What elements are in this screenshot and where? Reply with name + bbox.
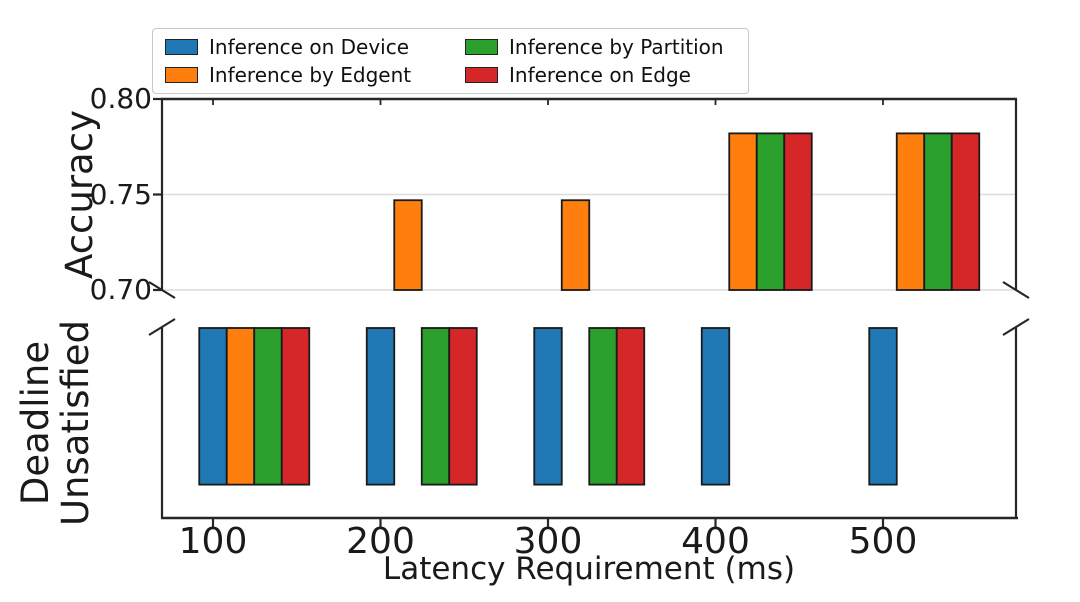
bar-accuracy-inference-by-edgent-500 [895, 132, 926, 291]
bar-deadline-inference-by-partition-300 [588, 327, 618, 486]
spines [160, 97, 1018, 520]
bar-accuracy-inference-by-edgent-300 [560, 199, 591, 291]
deadline-bars [198, 327, 898, 486]
bar-deadline-inference-by-edgent-100 [225, 327, 256, 486]
deadline-axis-label-line1: Deadline [14, 340, 58, 505]
legend-label: Inference by Partition [509, 35, 724, 59]
bar-deadline-inference-on-edge-200 [448, 327, 478, 486]
x-axis-label: Latency Requirement (ms) [382, 551, 796, 587]
x-tick-label: 300 [513, 521, 583, 562]
axis-break-marker [148, 318, 176, 336]
accuracy-tick-label: 0.70 [89, 273, 152, 306]
legend-swatch [465, 67, 498, 83]
bar-accuracy-inference-by-partition-500 [923, 132, 953, 291]
bar-deadline-inference-on-device-400 [700, 327, 731, 486]
legend-label: Inference on Device [209, 35, 410, 59]
bar-deadline-inference-on-edge-300 [615, 327, 646, 486]
x-tick-label: 400 [681, 521, 750, 562]
bar-deadline-inference-on-device-500 [868, 327, 898, 486]
x-tick-label: 500 [848, 521, 918, 562]
bar-accuracy-inference-by-partition-400 [755, 132, 786, 291]
legend-item: Inference on Edge [465, 63, 748, 87]
tick-marks [153, 97, 885, 527]
accuracy-tick-label: 0.75 [89, 177, 152, 211]
legend-item: Inference by Edgent [165, 63, 465, 87]
bar-accuracy-inference-by-edgent-400 [728, 132, 758, 291]
axis-break-marker [1002, 318, 1030, 336]
axis-break-marker [1002, 281, 1030, 299]
bar-deadline-inference-on-edge-100 [280, 327, 311, 486]
x-tick-label: 200 [346, 521, 415, 562]
legend-label: Inference by Edgent [209, 63, 412, 87]
bar-accuracy-inference-on-edge-500 [950, 132, 981, 291]
deadline-axis-label-text: Deadline Unsatisfied [14, 319, 98, 526]
legend-label: Inference on Edge [509, 63, 691, 87]
bar-deadline-inference-on-device-100 [198, 327, 228, 486]
legend-swatch [465, 39, 498, 55]
bar-deadline-inference-on-device-300 [533, 327, 563, 486]
bar-deadline-inference-on-device-200 [365, 327, 396, 486]
bar-accuracy-inference-on-edge-400 [783, 132, 813, 291]
deadline-axis-label: Deadline Unsatisfied [6, 319, 106, 525]
accuracy-tick-label: 0.80 [89, 82, 152, 115]
deadline-axis-label-line2: Unsatisfied [54, 319, 98, 526]
accuracy-bars [393, 132, 981, 291]
bar-deadline-inference-by-partition-200 [420, 327, 451, 486]
bar-accuracy-inference-by-edgent-200 [393, 199, 423, 291]
legend-item: Inference by Partition [465, 35, 748, 59]
legend-swatch [165, 39, 198, 55]
x-tick-label: 100 [178, 521, 248, 562]
legend: Inference on Device Inference by Edgent In… [152, 28, 749, 94]
legend-item: Inference on Device [165, 35, 465, 59]
legend-swatch [165, 67, 198, 83]
bar-deadline-inference-by-partition-100 [253, 327, 283, 486]
